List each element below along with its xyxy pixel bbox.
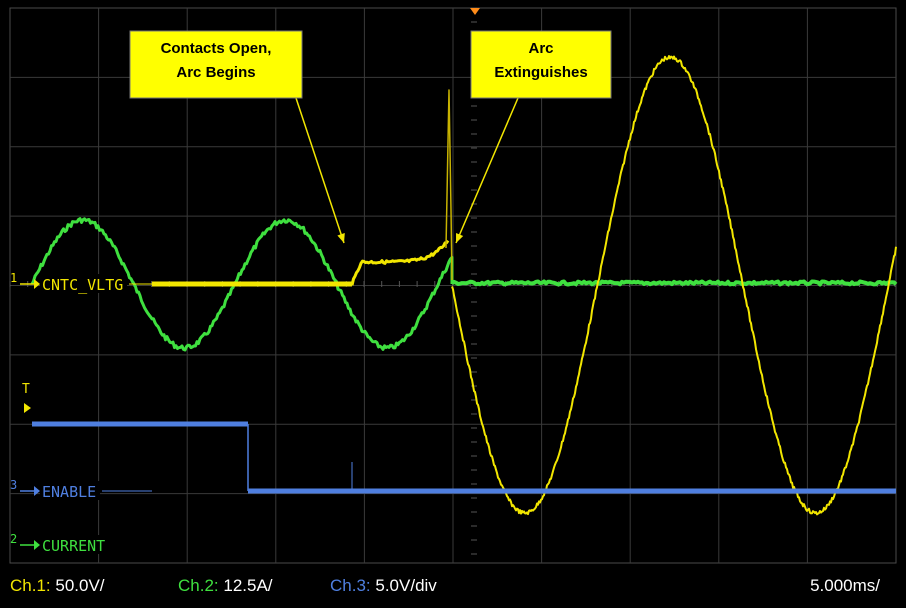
channel-label-bg [40,274,127,293]
channel-label: CURRENT [42,537,105,555]
voltage-trace-arc [350,239,450,286]
status-bar: Ch.1: 50.0V/ Ch.2: 12.5A/ Ch.3: 5.0V/div… [0,566,906,608]
ch2-name: Ch.2: [178,576,219,595]
annotation-text: Extinguishes [494,64,587,81]
channel-label: ENABLE [42,483,96,501]
channel-label-bg [40,481,100,500]
ch3-setting: Ch.3: 5.0V/div [330,576,437,596]
ch3-value: 5.0V/div [375,576,437,595]
annotation-box [129,30,303,99]
channel-label-bg [40,535,109,554]
annotation-text: Arc Begins [176,64,255,81]
annotations: Contacts Open, Arc Begins Arc Extinguishes [129,30,612,244]
ch2-value: 12.5A/ [223,576,273,595]
voltage-trace-sine [451,55,897,516]
ch1-name: Ch.1: [10,576,51,595]
channel-arrow [34,279,40,289]
ch1-value: 50.0V/ [55,576,105,595]
channel-labels: 1 CNTC_VLTG 3 ENABLE 2 CURRENT T [10,271,152,555]
ch2-setting: Ch.2: 12.5A/ [178,576,273,596]
annotation-text: Contacts Open, [161,40,272,57]
channel-number: 1 [10,271,17,285]
ch3-name: Ch.3: [330,576,371,595]
trigger-level-arrow [24,403,31,413]
annotation-text: Arc [528,40,553,57]
annotation-arrowhead [456,233,464,243]
channel-number: 2 [10,532,17,546]
trigger-level-marker: T [22,382,30,397]
channel-arrow [34,540,40,550]
voltage-spike [445,89,453,281]
ch1-setting: Ch.1: 50.0V/ [10,576,105,596]
traces [30,55,898,516]
channel-arrow [34,486,40,496]
channel-number: 3 [10,478,17,492]
trigger-position-marker [470,8,480,15]
timebase: 5.000ms/ [810,576,880,595]
annotation-box [470,30,612,99]
channel-label: CNTC_VLTG [42,276,123,294]
annotation-leader [295,97,345,244]
current-trace [30,217,454,352]
annotation-arrowhead [337,233,345,243]
annotation-leader [455,97,519,244]
current-trace-flat [450,279,898,287]
